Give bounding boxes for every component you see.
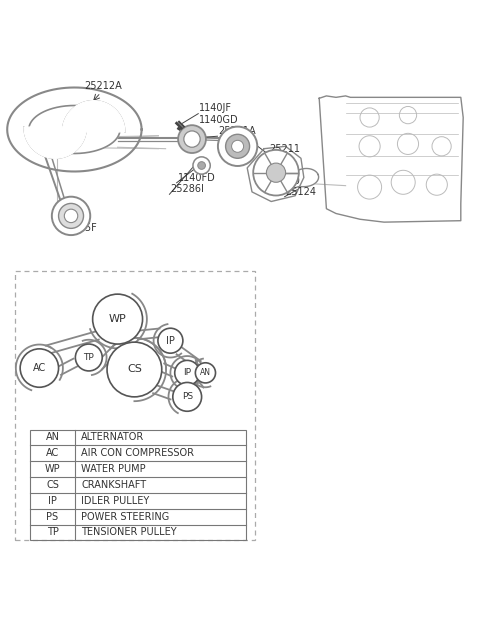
Text: AN: AN	[200, 368, 211, 378]
Text: WATER PUMP: WATER PUMP	[81, 464, 146, 474]
Text: CS: CS	[46, 480, 59, 490]
Text: IDLER PULLEY: IDLER PULLEY	[81, 496, 149, 506]
Text: 25124: 25124	[286, 187, 317, 197]
Circle shape	[175, 360, 200, 386]
Circle shape	[75, 344, 102, 371]
Text: 25211: 25211	[269, 144, 300, 154]
Text: 1140GD: 1140GD	[199, 115, 239, 124]
Circle shape	[158, 328, 183, 353]
Text: AIR CON COMPRESSOR: AIR CON COMPRESSOR	[81, 448, 194, 458]
Text: ALTERNATOR: ALTERNATOR	[81, 433, 144, 443]
Text: 25100: 25100	[269, 176, 300, 186]
Text: TENSIONER PULLEY: TENSIONER PULLEY	[81, 527, 177, 537]
Text: 25286I: 25286I	[170, 184, 204, 194]
Polygon shape	[24, 127, 86, 158]
Text: TP: TP	[84, 353, 94, 362]
Ellipse shape	[266, 163, 286, 183]
Text: AC: AC	[46, 448, 59, 458]
Text: IP: IP	[166, 335, 175, 345]
Ellipse shape	[218, 127, 257, 166]
Ellipse shape	[52, 197, 90, 235]
Text: CS: CS	[127, 365, 142, 374]
Circle shape	[107, 342, 162, 397]
Ellipse shape	[193, 157, 210, 174]
Ellipse shape	[253, 150, 299, 196]
Polygon shape	[62, 101, 125, 132]
Text: WP: WP	[45, 464, 60, 474]
Polygon shape	[272, 168, 319, 191]
Bar	[15, 271, 255, 540]
Ellipse shape	[231, 141, 244, 152]
Ellipse shape	[198, 162, 205, 170]
Polygon shape	[319, 96, 463, 222]
Circle shape	[195, 363, 216, 383]
Text: PS: PS	[181, 392, 193, 401]
Text: PS: PS	[47, 512, 59, 522]
Text: 1140FD: 1140FD	[178, 173, 216, 183]
Text: 25212A: 25212A	[84, 81, 122, 91]
Circle shape	[173, 383, 202, 411]
Polygon shape	[29, 105, 120, 154]
Text: AN: AN	[46, 433, 60, 443]
Text: AC: AC	[33, 363, 46, 373]
Text: 1140JF: 1140JF	[199, 103, 232, 113]
Text: TP: TP	[47, 527, 59, 537]
Text: 25285F: 25285F	[60, 223, 97, 233]
Text: POWER STEERING: POWER STEERING	[81, 512, 169, 522]
Text: IP: IP	[183, 368, 191, 378]
Text: WP: WP	[109, 314, 126, 324]
Ellipse shape	[184, 131, 200, 147]
Ellipse shape	[226, 134, 250, 158]
Bar	[30, 430, 246, 540]
Ellipse shape	[64, 209, 78, 223]
Text: IP: IP	[48, 496, 57, 506]
Text: CRANKSHAFT: CRANKSHAFT	[81, 480, 146, 490]
Ellipse shape	[59, 204, 84, 228]
Circle shape	[20, 349, 59, 387]
Ellipse shape	[178, 125, 206, 153]
Circle shape	[93, 294, 143, 344]
Text: 25281A: 25281A	[218, 126, 256, 136]
